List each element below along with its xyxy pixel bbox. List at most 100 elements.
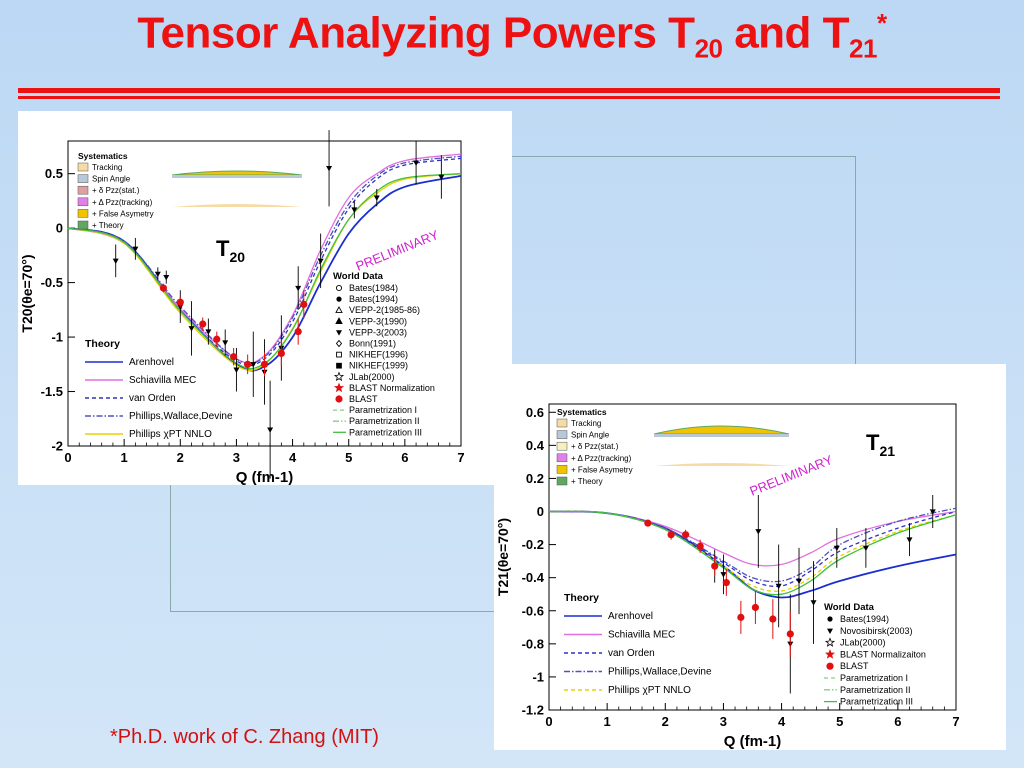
x-tick-label: 6 [894, 714, 901, 729]
x-tick-label: 2 [177, 450, 184, 465]
systematics-label: + Theory [571, 477, 603, 486]
theory-title: Theory [85, 338, 120, 350]
systematics-label: Spin Angle [571, 431, 610, 440]
y-tick-label: -0.4 [522, 570, 545, 585]
t21-chart-panel: 0 1 2 3 4 5 6 7 -1.2 -1 -0.8 -0.6 -0.4 -0.2 0 0.2 0.4 0.6… [494, 364, 1006, 750]
systematics-label: Tracking [92, 163, 122, 172]
x-tick-label: 0 [64, 450, 71, 465]
x-tick-label: 3 [720, 714, 727, 729]
preliminary-annotation: PRELIMINARY [748, 452, 835, 499]
world-data-point [796, 578, 803, 585]
theory-legend-label: van Orden [608, 648, 655, 659]
world-legend-marker [827, 616, 833, 622]
blast-data-point [786, 630, 794, 638]
world-legend-marker [824, 649, 836, 659]
x-axis-label: Q (fm-1) [724, 733, 782, 750]
world-data-point [373, 195, 380, 201]
world-legend-marker [335, 339, 343, 348]
world-legend-label: NIKHEF(1996) [349, 350, 408, 360]
systematics-label: + Theory [92, 221, 124, 230]
world-data-point [267, 427, 274, 433]
systematics-swatch [77, 197, 89, 207]
theory-title: Theory [564, 592, 599, 604]
world-legend-marker [336, 362, 342, 369]
world-data-point [317, 258, 324, 265]
x-tick-label: 1 [121, 450, 128, 465]
y-tick-label: 0.6 [526, 405, 544, 420]
systematics-label: + False Asymetry [92, 209, 154, 218]
systematics-swatch [556, 418, 568, 428]
chart-symbol-subscript: 20 [229, 249, 245, 265]
systematics-title: Systematics [78, 151, 128, 161]
world-legend-marker [336, 351, 342, 358]
world-legend-marker [335, 306, 343, 313]
world-legend-label: BLAST [349, 394, 378, 404]
systematics-swatch [77, 209, 89, 218]
x-tick-label: 1 [604, 714, 611, 729]
t20-chart: 0 1 2 3 4 5 6 7 -2 -1.5 -1 -0.5 0 0.5 Q (fm-1) T20(θe=7… [19, 130, 465, 485]
systematics-swatch [556, 476, 568, 486]
systematics-band-bottom [654, 463, 789, 466]
curve-parametrization-iii [67, 173, 462, 370]
theory-legend-label: Phillips,Wallace,Devine [608, 667, 712, 678]
world-data-point [720, 572, 727, 578]
y-tick-label: -0.5 [41, 275, 63, 290]
world-data-point [755, 529, 762, 535]
world-legend-label: Bates(1994) [349, 294, 398, 304]
systematics-swatch [77, 220, 89, 230]
blast-data-point [737, 613, 745, 621]
systematics-swatch [556, 465, 568, 474]
theory-legend-label: Schiavilla MEC [129, 375, 196, 386]
y-tick-label: -1.2 [522, 703, 544, 718]
world-data-point [351, 207, 358, 213]
x-tick-label: 5 [836, 714, 843, 729]
y-tick-label: -0.8 [522, 636, 544, 651]
blast-data-point [667, 531, 675, 539]
curve-schiavilla-mec [548, 510, 957, 567]
blast-data-point [244, 360, 252, 368]
y-tick-label: 0.2 [526, 471, 544, 486]
systematics-swatch [556, 453, 568, 463]
world-legend-label: Parametrization III [349, 427, 422, 437]
systematics-swatch [556, 430, 568, 439]
y-tick-label: -1 [51, 330, 63, 345]
y-tick-label: -0.2 [522, 537, 544, 552]
world-legend-label: Parametrization I [840, 673, 908, 683]
world-legend-label: Parametrization II [349, 416, 420, 426]
x-axis-label: Q (fm-1) [236, 469, 294, 485]
chart-symbol-letter: T [866, 430, 880, 455]
x-tick-label: 2 [662, 714, 669, 729]
world-legend-marker [333, 371, 345, 382]
theory-legend-label: Arenhovel [608, 611, 653, 622]
blast-data-point [213, 335, 221, 343]
world-data-point [326, 166, 333, 172]
y-axis-label: T20(θe=70°) [19, 254, 35, 332]
blast-data-point [260, 360, 269, 368]
world-legend-marker [826, 662, 834, 670]
title-rule-bottom [18, 96, 1000, 99]
systematics-label: + Δ Pzz(tracking) [571, 454, 632, 463]
blast-data-point [769, 615, 777, 623]
world-legend-label: VEPP-3(2003) [349, 327, 407, 337]
world-data-point [833, 545, 840, 552]
x-tick-label: 0 [545, 714, 552, 729]
world-data-point [222, 340, 229, 346]
chart-symbol-letter: T [216, 236, 230, 261]
chart-symbol-subscript: 21 [879, 443, 895, 459]
world-legend-marker [335, 317, 343, 324]
curve-parametrization-iii [548, 510, 957, 596]
world-legend-marker [827, 628, 833, 634]
world-data-point [413, 160, 420, 166]
world-legend-marker [336, 296, 342, 302]
world-data-point [205, 329, 212, 335]
curve-phillips-pt-nnlo [548, 510, 957, 592]
world-data-point [810, 600, 817, 606]
world-data-point [233, 367, 240, 373]
world-legend-label: Bonn(1991) [349, 339, 396, 349]
curve-phillips-wallace-devine [548, 507, 957, 583]
x-tick-label: 4 [778, 714, 786, 729]
curves-group [67, 153, 462, 372]
world-legend-marker [336, 330, 342, 336]
systematics-label: + False Asymetry [571, 465, 633, 474]
curve-phillips-wallace-devine [67, 155, 462, 365]
